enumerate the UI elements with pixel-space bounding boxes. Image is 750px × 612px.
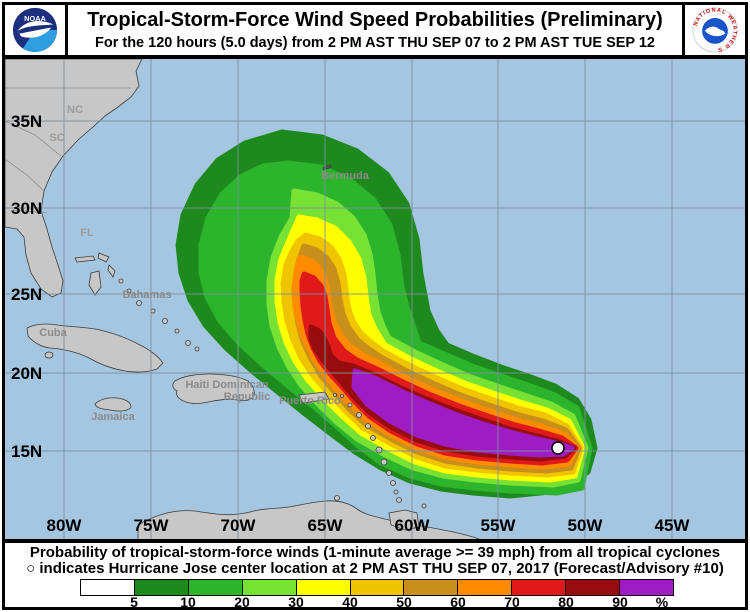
lesser-antilles <box>356 412 362 418</box>
turks-caicos <box>185 340 191 346</box>
noaa-logo-text: NOAA <box>24 14 46 23</box>
footer-legend: Probability of tropical-storm-force wind… <box>2 540 748 610</box>
state-label-nc: NC <box>67 104 83 116</box>
turks-caicos <box>194 346 200 352</box>
bahamas-islet <box>174 328 180 334</box>
center-marker-glyph: ○ <box>26 560 36 577</box>
state-label-fl: FL <box>80 227 94 239</box>
bahamas-grand-bahama <box>74 255 96 263</box>
bahamas-islet <box>162 318 168 324</box>
land-masses <box>5 59 480 539</box>
legend-description-line1: Probability of tropical-storm-force wind… <box>29 544 721 561</box>
lesser-antilles <box>396 497 402 503</box>
lesser-antilles <box>365 423 371 429</box>
noaa-logo-icon: NOAA <box>12 7 58 53</box>
lesser-antilles <box>347 402 353 408</box>
probability-colorbar: 5 10 20 30 40 50 60 70 80 90% <box>80 579 674 610</box>
puerto-rico <box>298 391 330 404</box>
virgin-islands <box>332 392 337 397</box>
latitude-labels: 35N 30N 25N 20N 15N <box>11 112 42 461</box>
hurricane-center-marker <box>551 441 565 455</box>
lesser-antilles <box>386 470 392 476</box>
lon-label: 45W <box>655 516 691 535</box>
virgin-islands <box>339 393 344 398</box>
place-label-haiti-dr: Haiti Dominican <box>185 379 268 391</box>
lesser-antilles <box>375 446 383 454</box>
colorbar-label: 70 <box>504 594 520 610</box>
legend-line2-text: indicates Hurricane Jose center location… <box>39 560 724 577</box>
lon-label: 80W <box>47 516 83 535</box>
south-america-coast <box>137 500 480 539</box>
lesser-antilles <box>393 489 399 495</box>
lon-label: 60W <box>395 516 431 535</box>
colorbar-swatch <box>619 579 674 596</box>
colorbar-swatches <box>80 579 674 596</box>
hispaniola <box>172 373 255 404</box>
margarita <box>334 495 340 501</box>
place-label-cuba: Cuba <box>39 327 67 339</box>
lat-lon-gridlines <box>5 59 745 539</box>
longitude-labels: 80W 75W 70W 65W 60W 55W 50W 45W <box>47 516 691 535</box>
place-labels: NC SC FL Bermuda Bahamas Cuba Jamaica Ha… <box>39 104 369 423</box>
place-label-bahamas: Bahamas <box>123 289 172 301</box>
header-bar: NOAA Tropical-Storm-Force Wind Speed Pro… <box>2 2 748 58</box>
nws-logo-icon: NATIONAL WEATHER SERVICE <box>692 7 738 53</box>
colorbar-label: 5 <box>130 594 138 610</box>
nws-logo-cell: NATIONAL WEATHER SERVICE <box>682 5 745 55</box>
lon-label: 50W <box>568 516 604 535</box>
bahamas-andros <box>88 270 102 296</box>
tobago <box>421 503 427 509</box>
bahamas-islet <box>118 278 124 284</box>
lat-label: 35N <box>11 112 42 131</box>
place-label-jamaica: Jamaica <box>91 411 135 423</box>
colorbar-label: 30 <box>288 594 304 610</box>
bahamas-abaco <box>97 252 110 263</box>
lon-label: 70W <box>221 516 257 535</box>
lat-label: 30N <box>11 199 42 218</box>
bahamas-islet <box>126 288 132 294</box>
map-panel: 35N 30N 25N 20N 15N 80W 75W 70W 65W 60W … <box>2 56 748 542</box>
isle-of-youth <box>44 351 54 359</box>
lat-label: 20N <box>11 364 42 383</box>
lat-label: 25N <box>11 285 42 304</box>
page-subtitle: For the 120 hours (5.0 days) from 2 PM A… <box>94 35 655 51</box>
lat-label: 15N <box>11 442 42 461</box>
legend-description-line2: ○ indicates Hurricane Jose center locati… <box>5 561 745 577</box>
colorbar-labels: 5 10 20 30 40 50 60 70 80 90% <box>80 594 674 610</box>
colorbar-label: 60 <box>450 594 466 610</box>
colorbar-label: 20 <box>234 594 250 610</box>
lon-label: 75W <box>134 516 170 535</box>
state-label-sc: SC <box>49 132 64 144</box>
probability-contours <box>175 129 598 499</box>
colorbar-label: % <box>655 594 669 610</box>
colorbar-label: 40 <box>342 594 358 610</box>
bahamas-islet <box>150 308 156 314</box>
lesser-antilles <box>380 458 388 466</box>
colorbar-label: 90 <box>612 594 628 610</box>
colorbar-label: 10 <box>180 594 196 610</box>
lon-label: 65W <box>308 516 344 535</box>
place-label-bermuda: Bermuda <box>321 170 370 182</box>
colorbar-label: 80 <box>558 594 574 610</box>
lon-label: 55W <box>481 516 517 535</box>
header-titles: Tropical-Storm-Force Wind Speed Probabil… <box>68 5 682 55</box>
page-title: Tropical-Storm-Force Wind Speed Probabil… <box>87 9 663 31</box>
noaa-logo-cell: NOAA <box>5 5 68 55</box>
probability-map: 35N 30N 25N 20N 15N 80W 75W 70W 65W 60W … <box>5 59 745 539</box>
bahamas-eleuthera <box>107 264 116 278</box>
us-east-coast <box>5 59 143 298</box>
jamaica <box>94 397 132 412</box>
lesser-antilles <box>370 435 376 441</box>
place-label-puerto-rico: Puerto Rico <box>279 395 341 407</box>
state-borders <box>5 87 131 214</box>
lesser-antilles <box>390 480 396 486</box>
bahamas-islet <box>136 300 142 306</box>
place-label-dr-republic: Republic <box>224 391 270 403</box>
cuba <box>26 323 164 373</box>
colorbar-label: 50 <box>396 594 412 610</box>
